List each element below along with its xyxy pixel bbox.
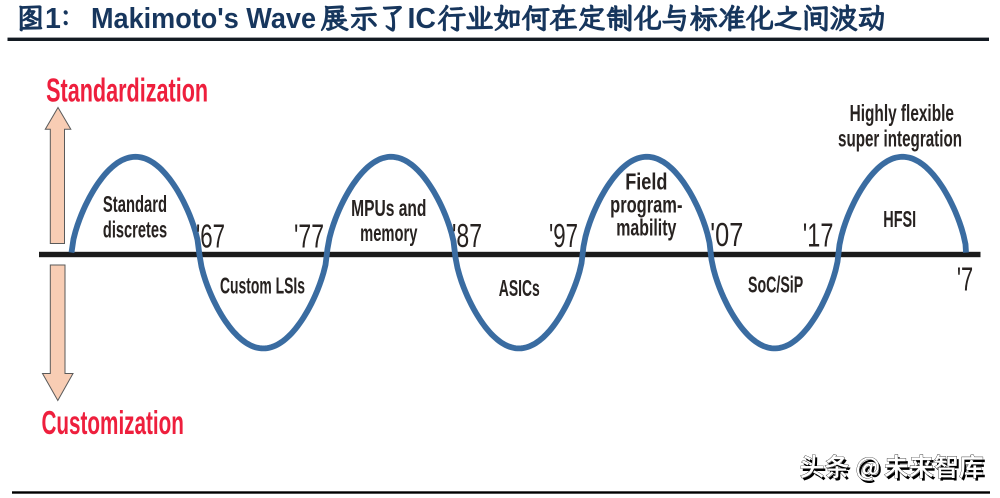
svg-text:'7: '7 (957, 262, 973, 299)
svg-text:discretes: discretes (103, 217, 167, 243)
svg-text:SoC/SiP: SoC/SiP (748, 272, 803, 298)
svg-text:MPUs and: MPUs and (351, 195, 426, 221)
svg-text:Custom LSIs: Custom LSIs (220, 273, 305, 299)
svg-text:1: 1 (45, 3, 61, 35)
svg-text:IC: IC (408, 3, 437, 35)
svg-text:Customization: Customization (42, 404, 184, 441)
svg-text:Field: Field (625, 169, 667, 195)
svg-text:'67: '67 (196, 219, 225, 256)
svg-text:ASICs: ASICs (499, 275, 540, 301)
svg-text:Standardization: Standardization (46, 72, 208, 109)
svg-text:mability: mability (616, 215, 676, 241)
svg-text:super integration: super integration (838, 125, 962, 151)
svg-text:program-: program- (610, 192, 682, 218)
svg-text:'17: '17 (803, 218, 834, 255)
svg-text:Standard: Standard (103, 191, 167, 217)
svg-text:memory: memory (360, 220, 417, 246)
svg-text:HFSI: HFSI (883, 206, 916, 232)
svg-text:'87: '87 (452, 218, 482, 255)
svg-text:'97: '97 (549, 218, 578, 255)
svg-text:Makimoto's Wave: Makimoto's Wave (91, 3, 316, 35)
svg-text:'77: '77 (294, 219, 324, 256)
svg-text:Highly flexible: Highly flexible (850, 100, 954, 126)
svg-text:'07: '07 (710, 217, 743, 254)
